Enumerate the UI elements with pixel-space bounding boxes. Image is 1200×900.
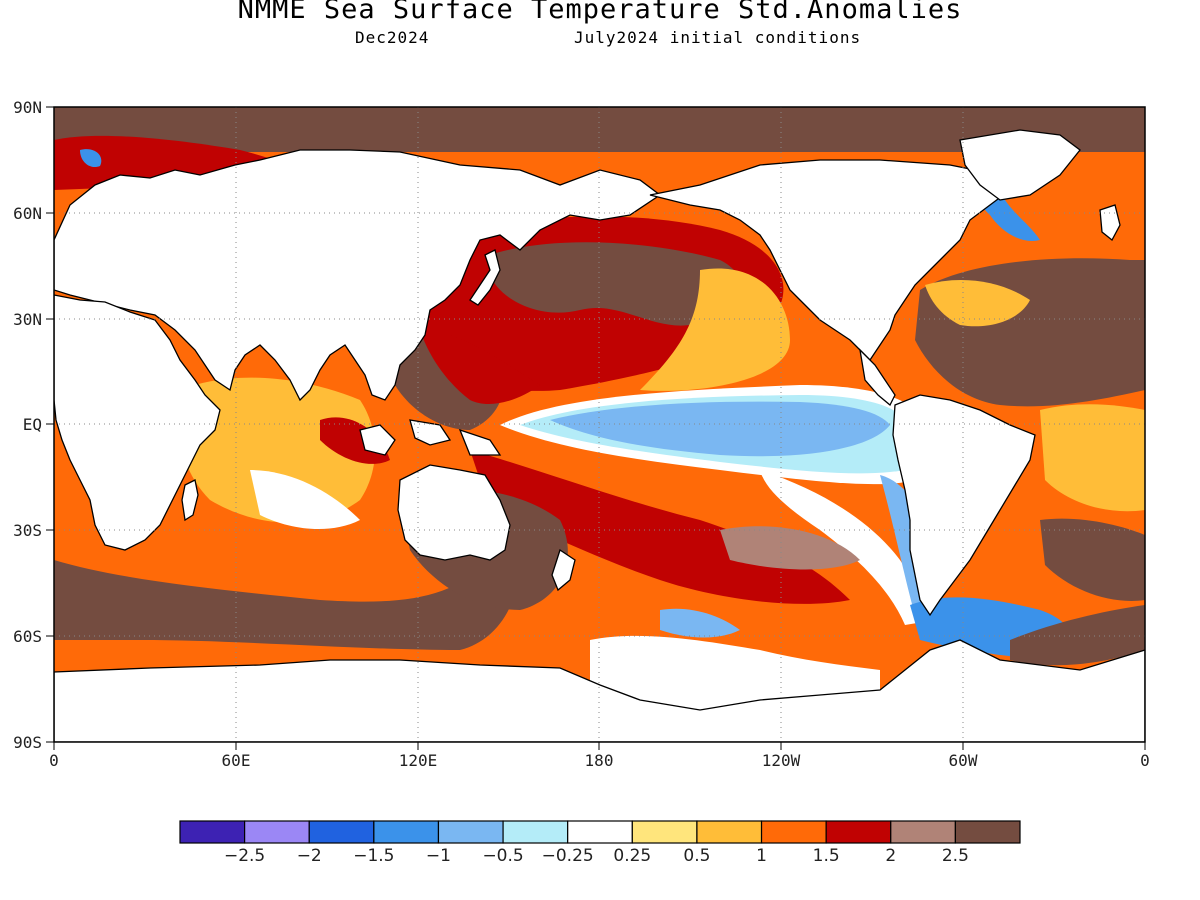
axis-ticks xyxy=(46,106,1146,750)
colorbar-label: −2 xyxy=(297,846,322,866)
colorbar-label: −0.25 xyxy=(542,846,594,866)
chart-title: NMME Sea Surface Temperature Std.Anomali… xyxy=(237,0,963,25)
colorbar-swatch xyxy=(179,820,246,844)
land-new-zealand xyxy=(551,548,576,592)
colorbar-label: 1.5 xyxy=(813,846,840,866)
southern-ocean-brown-belt xyxy=(54,560,520,650)
colorbar-label: −1.5 xyxy=(353,846,394,866)
lon-label-60w: 60W xyxy=(949,751,978,770)
lon-label-60e: 60E xyxy=(222,751,251,770)
colorbar-swatch xyxy=(437,820,504,844)
south-pacific-warm xyxy=(470,450,850,604)
land-eurasia xyxy=(54,149,662,402)
continents xyxy=(54,129,1145,742)
colorbar-swatch xyxy=(631,820,698,844)
lat-label-60n: 60N xyxy=(13,204,42,223)
southern-ocean-pacific-blue xyxy=(660,608,740,638)
lat-label-eq: EQ xyxy=(23,415,42,434)
colorbar-label: −1 xyxy=(426,846,451,866)
lat-label-90s: 90S xyxy=(13,733,42,752)
colorbar-swatch xyxy=(308,820,375,844)
latitude-labels: 90N 60N 30N EQ 30S 60S 90S xyxy=(13,98,42,752)
colorbar-label: 1 xyxy=(756,846,767,866)
south-atlantic-brown xyxy=(1040,518,1145,601)
lat-label-60s: 60S xyxy=(13,627,42,646)
colorbar-labels: −2.5 −2 −1.5 −1 −0.5 −0.25 0.25 0.5 1 1.5 2 2.5 xyxy=(224,846,969,866)
lat-label-30s: 30S xyxy=(13,521,42,540)
southern-ocean-pacific-white xyxy=(590,635,880,700)
equatorial-pacific-cool-tongue xyxy=(550,401,890,457)
colorbar-swatch xyxy=(244,820,310,844)
lon-label-120e: 120E xyxy=(399,751,438,770)
south-atlantic-brown-south xyxy=(1010,605,1145,666)
south-pacific-white-band xyxy=(760,470,935,625)
nordic-seas-blue xyxy=(80,149,102,168)
colorbar-swatch xyxy=(760,820,827,844)
lon-label-0-left: 0 xyxy=(49,751,59,770)
equatorial-atlantic-orange xyxy=(1040,404,1145,512)
lat-label-90n: 90N xyxy=(13,98,42,117)
land-madagascar xyxy=(181,479,199,522)
south-pacific-brown xyxy=(720,526,860,570)
graticule xyxy=(54,107,1145,742)
land-japan xyxy=(469,249,501,306)
colorbar-swatch xyxy=(567,820,633,844)
northeast-pacific-orange xyxy=(640,268,790,391)
land-british-isles xyxy=(1099,204,1121,241)
colorbar-label: 0.5 xyxy=(683,846,710,866)
land-south-america xyxy=(892,394,1036,617)
land-africa xyxy=(54,294,221,551)
land-australia xyxy=(397,464,511,561)
colorbar-label: 0.25 xyxy=(613,846,651,866)
colorbar-swatch xyxy=(373,820,440,844)
land-greenland xyxy=(959,129,1081,201)
north-pacific-brown-core xyxy=(490,242,742,326)
colorbar-swatch xyxy=(696,820,763,844)
indian-ocean-orange xyxy=(178,377,375,523)
west-pacific-red xyxy=(420,330,540,405)
longitude-labels: 0 60E 120E 180 120W 60W 0 xyxy=(49,751,1150,770)
lat-label-30n: 30N xyxy=(13,310,42,329)
colorbar-label: −0.5 xyxy=(482,846,523,866)
valid-month-label: Dec2024 xyxy=(355,28,430,47)
lon-label-0-right: 0 xyxy=(1140,751,1150,770)
lon-label-180: 180 xyxy=(585,751,614,770)
colorbar xyxy=(179,820,1021,844)
lon-label-120w: 120W xyxy=(762,751,801,770)
land-north-america xyxy=(649,159,1011,362)
colorbar-swatch xyxy=(954,820,1021,844)
colorbar-swatch xyxy=(890,820,956,844)
land-antarctica xyxy=(54,639,1145,742)
north-atlantic-orange xyxy=(925,280,1030,327)
colorbar-label: 2.5 xyxy=(942,846,969,866)
indian-ocean-white xyxy=(250,470,360,530)
colorbar-label: −2.5 xyxy=(224,846,265,866)
colorbar-swatch xyxy=(502,820,569,844)
initial-conditions-label: July2024 initial conditions xyxy=(574,28,862,47)
land-central-america xyxy=(859,348,896,407)
colorbar-label: 2 xyxy=(885,846,896,866)
colorbar-swatch xyxy=(825,820,892,844)
